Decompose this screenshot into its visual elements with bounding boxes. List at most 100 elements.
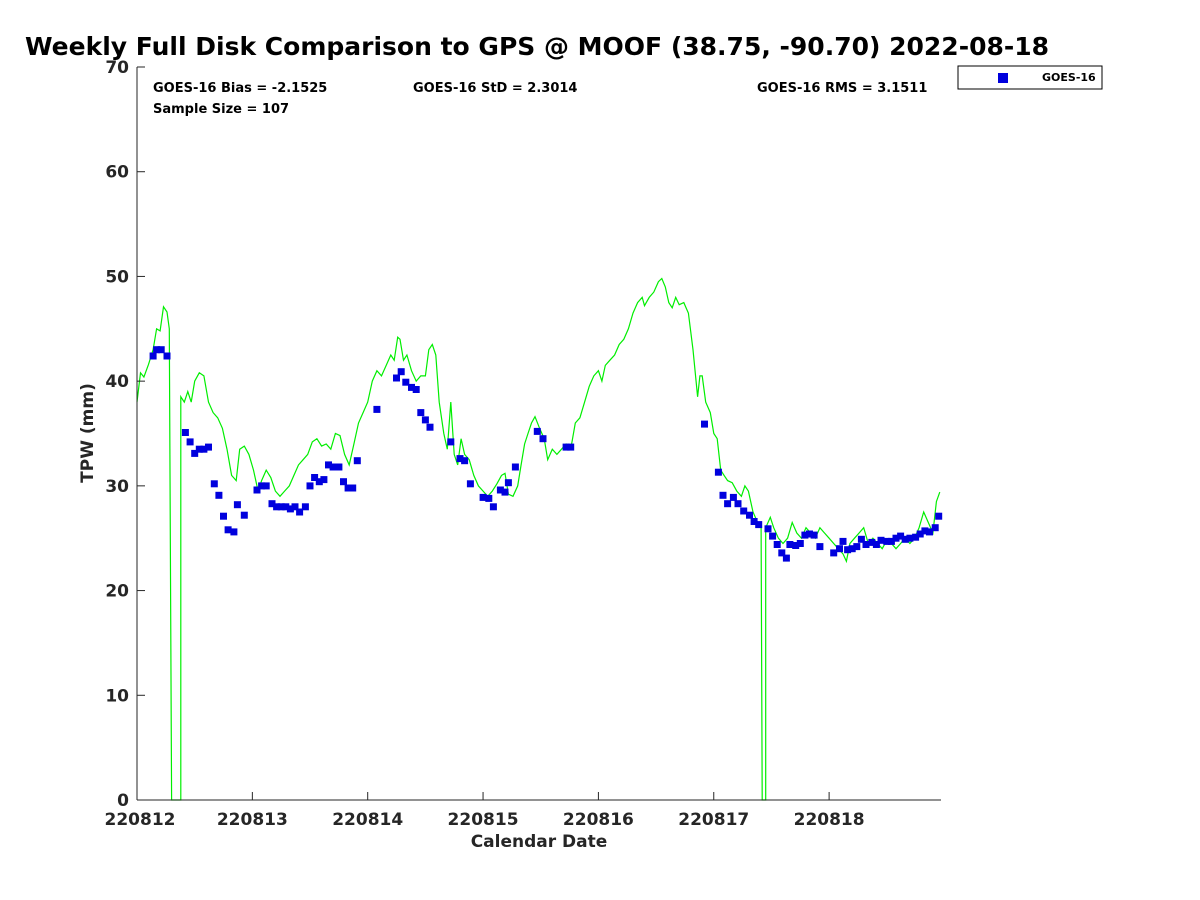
goes16-point bbox=[315, 478, 323, 486]
goes16-point bbox=[417, 409, 425, 417]
goes16-point bbox=[286, 505, 294, 513]
goes16-point bbox=[277, 503, 285, 511]
goes16-point bbox=[447, 438, 455, 446]
goes16-point bbox=[153, 346, 161, 354]
gps-line bbox=[136, 277, 941, 801]
legend-marker bbox=[998, 73, 1008, 83]
goes16-point bbox=[810, 531, 818, 539]
sample-size-stat: Sample Size = 107 bbox=[153, 102, 289, 117]
goes16-point bbox=[724, 500, 732, 508]
goes16-point bbox=[233, 501, 241, 509]
goes16-point bbox=[191, 449, 199, 457]
goes16-point bbox=[163, 352, 171, 360]
y-tick-label: 20 bbox=[105, 582, 129, 602]
tick-labels: 0 10 20 30 40 50 60 70 220812 220813 220814 220815 2… bbox=[105, 58, 865, 830]
goes16-point bbox=[801, 531, 809, 539]
goes16-point bbox=[220, 512, 227, 520]
goes16-point bbox=[456, 455, 464, 463]
goes16-point bbox=[224, 526, 232, 534]
goes16-point bbox=[883, 537, 891, 545]
chart-title: Weekly Full Disk Comparison to GPS @ MOO… bbox=[25, 32, 1049, 61]
goes16-point bbox=[848, 545, 856, 553]
goes16-point bbox=[921, 527, 929, 535]
goes16-point bbox=[714, 468, 722, 476]
goes16-point bbox=[273, 503, 281, 511]
goes16-point bbox=[412, 386, 420, 393]
goes16-point bbox=[701, 420, 708, 428]
x-tick-label: 220813 bbox=[217, 810, 288, 830]
goes16-point bbox=[862, 541, 870, 548]
goes16-point bbox=[887, 537, 895, 545]
goes16-point bbox=[262, 482, 270, 490]
legend-box bbox=[957, 65, 1103, 90]
y-axis-label: TPW (mm) bbox=[78, 383, 98, 483]
goes16-point bbox=[268, 500, 276, 508]
goes16-point bbox=[796, 540, 804, 547]
goes16-point bbox=[149, 352, 157, 360]
rms-stat: GOES-16 RMS = 3.1511 bbox=[757, 81, 927, 96]
goes16-point bbox=[764, 525, 772, 533]
goes16-point bbox=[931, 524, 939, 532]
goes16-point bbox=[935, 512, 943, 520]
x-tick-label: 220815 bbox=[448, 810, 519, 830]
goes16-point bbox=[296, 508, 304, 516]
goes16-point bbox=[501, 488, 509, 496]
goes16-point bbox=[719, 491, 727, 499]
goes16-point bbox=[205, 443, 212, 451]
goes16-point bbox=[489, 503, 497, 511]
goes16-point bbox=[778, 549, 786, 557]
goes16-point bbox=[792, 542, 800, 549]
goes16-point bbox=[746, 511, 753, 519]
y-tick-label: 30 bbox=[105, 477, 129, 497]
goes16-point bbox=[906, 534, 914, 542]
goes16-point bbox=[912, 533, 920, 541]
goes16-point bbox=[230, 528, 238, 536]
goes16-point bbox=[755, 521, 763, 529]
goes16-point bbox=[844, 546, 852, 554]
goes16-point bbox=[306, 482, 314, 490]
goes16-point bbox=[734, 500, 742, 508]
goes16-point bbox=[466, 480, 474, 488]
x-tick-label: 220812 bbox=[105, 810, 176, 830]
goes16-point bbox=[916, 530, 924, 538]
goes16-point bbox=[897, 532, 905, 540]
goes16-point bbox=[335, 463, 343, 471]
y-tick-label: 60 bbox=[105, 163, 129, 183]
goes16-point bbox=[830, 549, 838, 557]
goes16-point bbox=[157, 346, 165, 354]
legend-label: GOES-16 bbox=[1042, 71, 1096, 84]
goes16-point bbox=[282, 503, 290, 511]
goes16-point bbox=[539, 435, 547, 443]
goes16-point bbox=[181, 429, 189, 436]
goes16-point bbox=[750, 518, 758, 525]
goes16-point bbox=[373, 405, 381, 413]
goes16-point bbox=[533, 427, 541, 435]
x-tick-label: 220818 bbox=[794, 810, 865, 830]
goes16-point bbox=[901, 535, 909, 543]
goes16-point bbox=[926, 528, 933, 536]
y-tick-label: 50 bbox=[105, 267, 129, 287]
goes16-point bbox=[496, 486, 504, 494]
goes16-point bbox=[253, 486, 261, 494]
goes16-point bbox=[291, 503, 299, 511]
y-tick-label: 0 bbox=[117, 791, 129, 811]
y-tick-label: 70 bbox=[105, 58, 129, 78]
goes16-point bbox=[816, 543, 824, 551]
legend: GOES-16 bbox=[957, 65, 1103, 90]
goes16-point bbox=[562, 443, 570, 451]
goes16-point bbox=[329, 463, 337, 471]
goes16-point bbox=[877, 536, 885, 544]
bias-stat: GOES-16 Bias = -2.1525 bbox=[153, 81, 327, 96]
goes16-point bbox=[773, 541, 781, 548]
x-tick-label: 220817 bbox=[678, 810, 749, 830]
x-axis-label: Calendar Date bbox=[471, 832, 608, 852]
goes16-point bbox=[402, 378, 410, 386]
goes16-point bbox=[215, 491, 223, 499]
goes16-point bbox=[836, 545, 843, 553]
goes16-point bbox=[839, 537, 847, 545]
goes16-series bbox=[149, 346, 943, 562]
goes16-point bbox=[353, 457, 361, 465]
goes16-point bbox=[857, 535, 865, 543]
goes16-point bbox=[892, 534, 900, 542]
goes16-point bbox=[461, 457, 469, 465]
